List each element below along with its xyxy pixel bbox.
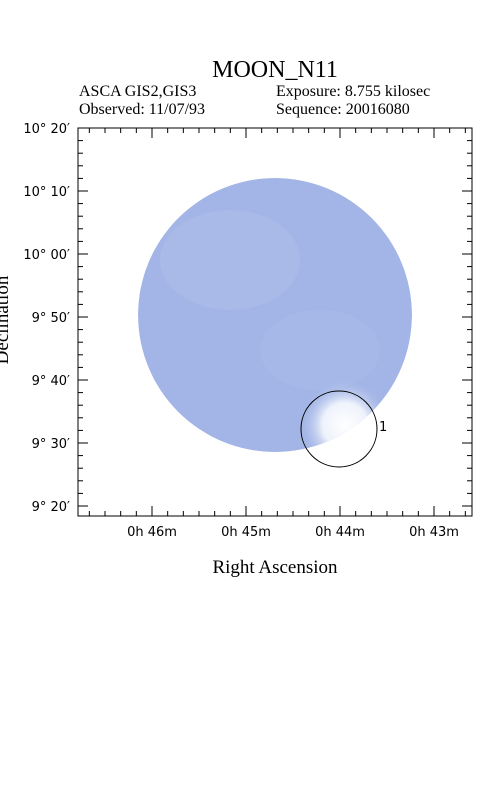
y-tick-label: 10° 20′	[23, 122, 70, 137]
y-tick-label: 9° 50′	[32, 311, 70, 326]
instrument: ASCA GIS2,GIS3	[79, 83, 196, 100]
exposure: Exposure: 8.755 kilosec	[276, 83, 430, 100]
x-tick-label: 0h 46m	[127, 525, 177, 540]
title: MOON_N11	[212, 57, 338, 83]
source-region	[300, 390, 378, 468]
image	[138, 178, 412, 452]
observed: Observed: 11/07/93	[79, 101, 205, 118]
y-tick-label: 9° 30′	[32, 437, 70, 452]
x-tick-label: 0h 45m	[221, 525, 271, 540]
ticks: 10° 20′ 10° 10′ 10° 00′ 9° 50′ 9° 40′ 9° 30′ 9…	[23, 122, 472, 540]
x-axis-label: Right Ascension	[212, 557, 338, 578]
plot-frame	[77, 127, 473, 517]
y-tick-label: 10° 00′	[23, 248, 70, 263]
sequence: Sequence: 20016080	[276, 101, 410, 118]
y-tick-label: 9° 40′	[32, 374, 70, 389]
y-tick-label: 10° 10′	[23, 185, 70, 200]
y-tick-label: 9° 20′	[32, 500, 70, 515]
y-axis-label: Declination	[0, 275, 13, 364]
x-tick-label: 0h 43m	[409, 525, 459, 540]
x-tick-label: 0h 44m	[315, 525, 365, 540]
source-label: 1	[379, 420, 387, 435]
